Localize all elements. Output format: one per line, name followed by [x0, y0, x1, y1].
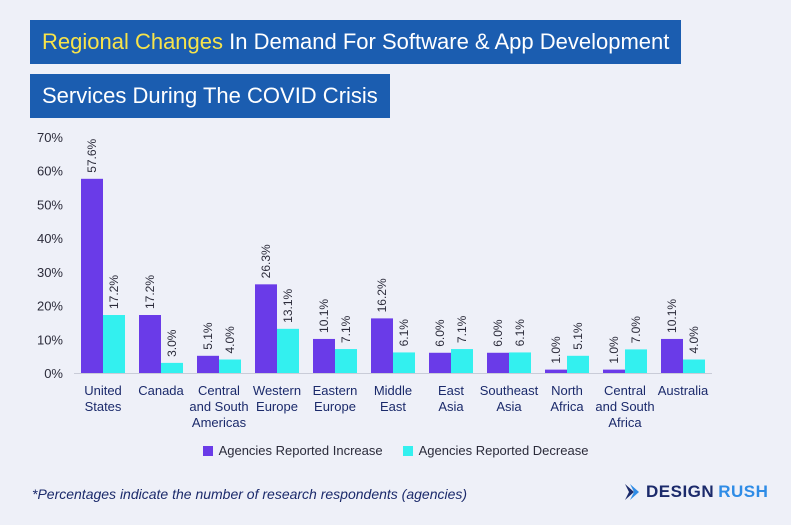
x-tick-label: and South — [595, 399, 654, 414]
data-label-decrease: 4.0% — [223, 326, 237, 354]
legend-label-increase: Agencies Reported Increase — [218, 443, 383, 458]
data-label-increase: 10.1% — [317, 299, 331, 333]
y-tick-label: 20% — [37, 299, 63, 314]
bar-increase — [661, 338, 683, 373]
x-tick-label: Central — [604, 383, 646, 398]
x-tick-label: Western — [253, 383, 301, 398]
data-label-decrease: 17.2% — [107, 275, 121, 309]
bar-increase — [371, 318, 393, 373]
bar-decrease — [393, 352, 415, 373]
bar-decrease — [219, 359, 241, 373]
data-label-increase: 6.0% — [433, 319, 447, 347]
data-label-increase: 57.6% — [85, 138, 99, 172]
bar-increase — [139, 315, 161, 373]
bar-decrease — [451, 349, 473, 373]
x-tick-label: Africa — [608, 415, 642, 430]
y-tick-label: 30% — [37, 265, 63, 280]
legend-item-increase: Agencies Reported Increase — [202, 443, 383, 458]
chevron-logo-icon — [625, 484, 639, 500]
data-label-decrease: 7.1% — [339, 315, 353, 343]
bar-increase — [429, 352, 451, 373]
brand-logo: DESIGN RUSH — [624, 482, 768, 502]
legend-swatch-decrease — [402, 445, 413, 456]
x-tick-label: Asia — [496, 399, 522, 414]
data-label-increase: 26.3% — [259, 244, 273, 278]
x-tick-label: Central — [198, 383, 240, 398]
bar-decrease — [277, 328, 299, 373]
bar-decrease — [509, 352, 531, 373]
y-tick-label: 0% — [44, 366, 63, 381]
bar-increase — [197, 355, 219, 373]
bar-decrease — [683, 359, 705, 373]
title-banner-line-2: Services During The COVID Crisis — [30, 74, 390, 118]
data-label-decrease: 7.1% — [455, 315, 469, 343]
bar-increase — [487, 352, 509, 373]
data-label-decrease: 7.0% — [629, 316, 643, 344]
data-label-increase: 1.0% — [549, 336, 563, 364]
x-tick-label: North — [551, 383, 583, 398]
x-tick-label: and South — [189, 399, 248, 414]
legend-item-decrease: Agencies Reported Decrease — [402, 443, 589, 458]
bar-increase — [603, 369, 625, 373]
title-highlight: Regional Changes — [42, 29, 224, 54]
y-tick-label: 70% — [37, 130, 63, 145]
x-tick-label: States — [85, 399, 122, 414]
x-tick-label: Southeast — [480, 383, 539, 398]
footnote: *Percentages indicate the number of rese… — [32, 486, 468, 502]
y-tick-label: 40% — [37, 231, 63, 246]
x-tick-label: Americas — [192, 415, 247, 430]
bar-increase — [255, 284, 277, 373]
bar-decrease — [161, 362, 183, 373]
x-tick-label: Eastern — [313, 383, 358, 398]
bar-decrease — [103, 315, 125, 373]
x-tick-label: Europe — [314, 399, 356, 414]
x-tick-label: Asia — [438, 399, 464, 414]
x-tick-label: United — [84, 383, 122, 398]
bar-decrease — [625, 349, 647, 373]
x-tick-label: East — [380, 399, 406, 414]
bar-decrease — [567, 355, 589, 373]
data-label-decrease: 5.1% — [571, 322, 585, 350]
bar-increase — [545, 369, 567, 373]
x-tick-label: Australia — [658, 383, 709, 398]
data-label-decrease: 6.1% — [513, 319, 527, 347]
brand-name-part-2: RUSH — [718, 482, 769, 501]
bar-decrease — [335, 349, 357, 373]
x-tick-label: Canada — [138, 383, 184, 398]
legend-swatch-increase — [202, 445, 213, 456]
x-tick-label: East — [438, 383, 464, 398]
legend: Agencies Reported Increase Agencies Repo… — [0, 443, 791, 458]
data-label-increase: 16.2% — [375, 278, 389, 312]
title-line-2: Services During The COVID Crisis — [42, 83, 378, 108]
data-label-decrease: 6.1% — [397, 319, 411, 347]
data-label-decrease: 3.0% — [165, 329, 179, 357]
title-line-1-rest: In Demand For Software & App Development — [223, 29, 670, 54]
legend-label-decrease: Agencies Reported Decrease — [418, 443, 589, 458]
y-tick-label: 50% — [37, 197, 63, 212]
data-label-increase: 10.1% — [665, 299, 679, 333]
data-label-increase: 6.0% — [491, 319, 505, 347]
bar-increase — [313, 338, 335, 373]
x-tick-label: Middle — [374, 383, 412, 398]
brand-name-part-1: DESIGN — [646, 482, 715, 501]
data-label-decrease: 13.1% — [281, 288, 295, 322]
bar-increase — [81, 178, 103, 373]
data-label-increase: 17.2% — [143, 275, 157, 309]
x-tick-label: Europe — [256, 399, 298, 414]
title-banner-line-1: Regional Changes In Demand For Software … — [30, 20, 682, 64]
data-label-increase: 1.0% — [607, 336, 621, 364]
x-tick-label: Africa — [550, 399, 584, 414]
data-label-increase: 5.1% — [201, 322, 215, 350]
y-tick-label: 10% — [37, 332, 63, 347]
y-tick-label: 60% — [37, 164, 63, 179]
data-label-decrease: 4.0% — [687, 326, 701, 354]
